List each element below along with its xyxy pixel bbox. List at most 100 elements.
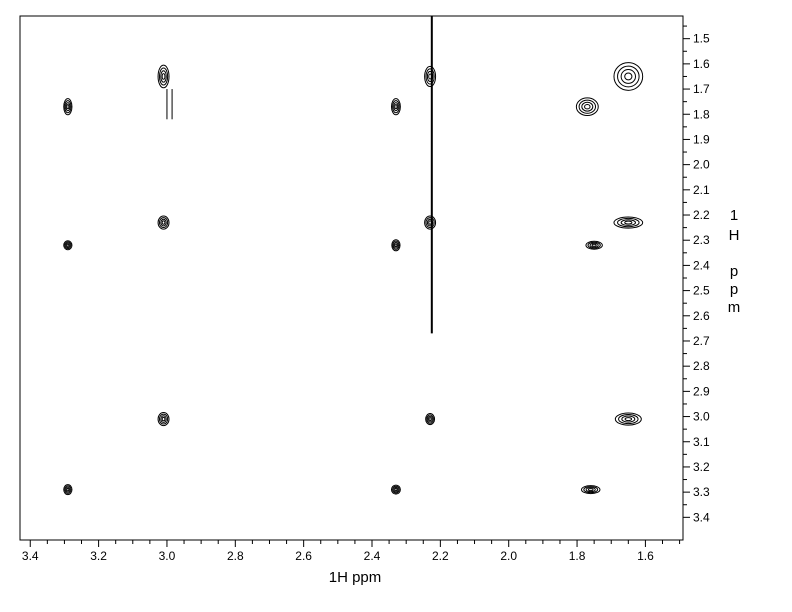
y-tick-label: 1.9 [693,132,710,146]
y-tick-label: 2.1 [693,183,710,197]
y-axis-title-char: m [728,299,741,316]
contour-level [620,69,636,84]
y-axis: 1.5 1.6 1.7 1.8 1.9 2.0 2.1 2.2 2.3 2.4 2.5 2.6 2.7 2… [683,25,710,524]
contour-level [591,243,597,247]
contour-level [160,70,167,83]
contour-level [161,73,166,80]
y-tick-label: 2.6 [693,309,710,323]
contour-level [427,415,433,423]
peak-layer [63,62,644,496]
cross-peak [390,484,401,495]
y-tick-label: 3.3 [693,485,710,499]
cross-peak [613,216,644,229]
contour-level [425,413,436,426]
contour-level [390,484,401,495]
cross-peak [157,412,170,427]
contour-level [66,243,70,247]
y-tick-label: 2.9 [693,384,710,398]
contour-level [426,218,434,227]
contour-level [157,215,170,230]
contour-level [424,65,437,88]
y-tick-label: 3.4 [693,510,710,524]
contour-level [63,484,73,496]
contour-level [66,487,70,492]
y-tick-label: 2.0 [693,158,710,172]
contour-level [160,218,167,227]
contour-level [393,241,399,249]
contour-level [392,100,400,114]
contour-level [390,98,401,116]
cross-peak [391,239,401,252]
y-tick-label: 2.2 [693,208,710,222]
contour-level [157,412,170,427]
contour-level [624,72,633,81]
contour-level [589,242,599,248]
contour-level [391,239,401,252]
cross-peak [585,240,603,250]
contour-level [394,243,398,248]
x-tick-label: 2.8 [227,549,244,563]
x-tick-label: 3.2 [90,549,107,563]
contour-level [65,242,71,249]
contour-level [617,65,640,88]
y-axis-title-char: H [729,227,740,244]
contour-level [63,240,73,251]
contour-level [581,101,594,112]
y-tick-label: 3.1 [693,435,710,449]
contour-level [426,414,434,424]
cross-peak [157,64,170,89]
contour-level [425,68,435,85]
x-tick-label: 2.4 [364,549,381,563]
contour-level [158,217,169,228]
y-tick-label: 1.5 [693,32,710,46]
y-tick-label: 2.5 [693,284,710,298]
x-tick-label: 2.6 [295,549,312,563]
contour-level [66,104,70,110]
y-tick-label: 2.3 [693,233,710,247]
cross-peak [63,484,73,496]
contour-level [394,104,398,110]
contour-level [393,486,399,493]
y-tick-label: 2.8 [693,359,710,373]
cross-peak [575,97,599,117]
contour-level [65,102,71,112]
contour-level [424,215,437,230]
cross-peak [425,413,436,426]
x-axis-title: 1H ppm [329,569,382,586]
y-tick-label: 2.7 [693,334,710,348]
contour-level [618,414,639,425]
contour-level [613,216,644,229]
contour-level [428,417,432,421]
contour-level [613,62,644,91]
x-axis: 3.4 3.2 3.0 2.8 2.6 2.4 2.2 2.0 1.8 1.6 [22,540,681,563]
y-axis-title-char: 1 [730,207,738,224]
y-axis-title-char: p [730,263,738,280]
contour-level [624,417,633,422]
contour-level [617,217,640,228]
contour-level [161,220,166,225]
contour-level [161,416,166,422]
y-tick-label: 1.6 [693,57,710,71]
contour-level [158,67,169,86]
artifact-layer [166,16,433,334]
contour-level [392,485,400,494]
contour-level [160,415,167,423]
contour-level [584,103,591,110]
contour-level [587,488,594,492]
cross-peak [424,215,437,230]
cross-peak [424,65,437,88]
contour-level [63,98,73,116]
x-tick-label: 3.0 [159,549,176,563]
x-tick-label: 1.8 [569,549,586,563]
contour-level [575,97,599,117]
x-tick-label: 1.6 [637,549,654,563]
contour-level [621,415,636,423]
contour-level [587,241,601,249]
cross-peak [390,98,401,116]
contour-level [393,102,399,112]
x-tick-label: 2.0 [500,549,517,563]
cross-peak [580,485,601,495]
contour-level [624,220,633,225]
